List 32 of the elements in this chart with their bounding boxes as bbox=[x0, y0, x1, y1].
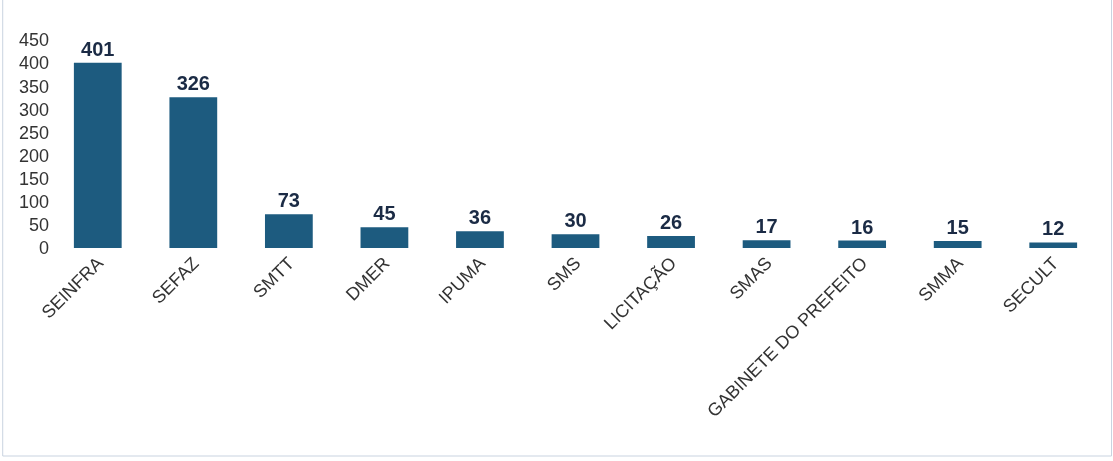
data-label: 30 bbox=[564, 209, 587, 232]
bar bbox=[838, 240, 887, 248]
bar bbox=[647, 235, 695, 248]
bar bbox=[456, 231, 504, 248]
data-label: 15 bbox=[946, 216, 969, 239]
bar bbox=[1029, 242, 1078, 248]
data-label: 45 bbox=[373, 202, 396, 225]
bar bbox=[169, 97, 218, 248]
data-label: 73 bbox=[277, 189, 300, 212]
data-label: 16 bbox=[851, 215, 874, 238]
data-label: 326 bbox=[176, 72, 210, 95]
y-tick-label: 50 bbox=[28, 215, 49, 236]
y-tick-label: 0 bbox=[38, 238, 49, 259]
data-label: 401 bbox=[81, 37, 115, 60]
data-label: 17 bbox=[755, 215, 778, 238]
y-tick-label: 200 bbox=[18, 145, 49, 166]
y-tick-label: 400 bbox=[18, 53, 49, 74]
y-tick-label: 350 bbox=[18, 76, 49, 97]
data-label: 26 bbox=[659, 210, 683, 233]
y-tick-label: 150 bbox=[18, 168, 49, 189]
bar bbox=[264, 214, 313, 248]
y-tick-label: 300 bbox=[18, 99, 49, 120]
bar bbox=[360, 227, 409, 248]
bar bbox=[551, 234, 600, 248]
y-tick-label: 100 bbox=[18, 192, 49, 213]
y-tick-label: 250 bbox=[18, 122, 49, 143]
data-label: 12 bbox=[1042, 217, 1065, 240]
y-tick-label: 450 bbox=[18, 30, 49, 51]
bar bbox=[73, 62, 122, 248]
bar bbox=[933, 241, 982, 248]
bar bbox=[742, 240, 791, 248]
data-label: 36 bbox=[468, 206, 492, 229]
